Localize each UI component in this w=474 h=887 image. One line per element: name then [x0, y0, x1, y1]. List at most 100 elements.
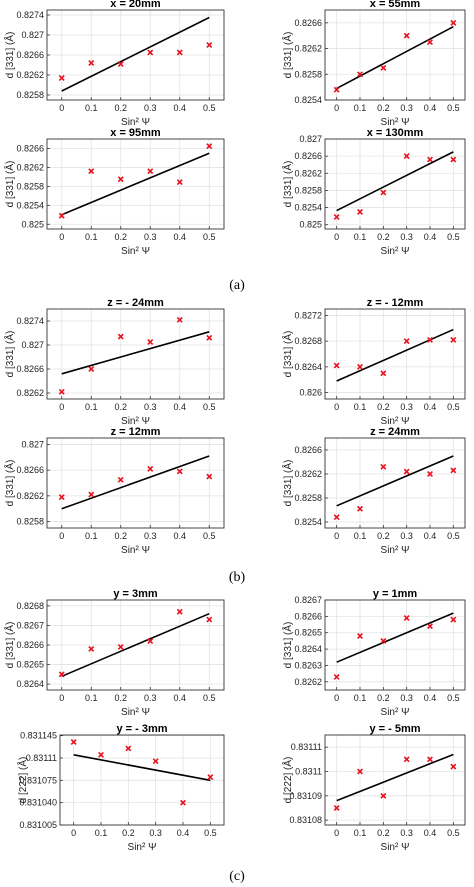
y-tick-label: 0.8274 [16, 316, 44, 326]
plot-title: y = - 5mm [369, 723, 420, 735]
fit-line [61, 331, 210, 375]
axes-frame [324, 138, 466, 230]
y-tick-label: 0.8272 [294, 310, 322, 320]
plot-8: 0 0.1 0.2 0.3 0.4 0.5 0.8254 0.8258 0.8262 0.8266… [281, 426, 466, 556]
x-axis-label: Sin² Ψ [121, 246, 150, 257]
y-tick-label: 0.8274 [16, 10, 44, 20]
plot-3: 0 0.1 0.2 0.3 0.4 0.5 0.825 0.8254 0.8258 0.8262 0… [3, 127, 225, 257]
y-tick-label: 0.8262 [16, 388, 44, 398]
plot-2: 0 0.1 0.2 0.3 0.4 0.5 0.8254 0.8258 0.8262 0.8266… [281, 0, 466, 128]
x-tick-label: 0.4 [173, 531, 186, 541]
x-tick-label: 0.2 [114, 402, 127, 412]
data-point [450, 467, 457, 474]
data-point [58, 388, 65, 395]
y-axis-label: d [331] (Å) [3, 622, 16, 669]
y-tick-label: 0.83109 [289, 791, 322, 801]
x-axis-label: Sin² Ψ [381, 842, 410, 853]
x-tick-label: 0.1 [85, 531, 98, 541]
x-axis-label: Sin² Ψ [381, 117, 410, 128]
plot-title: y = - 3mm [116, 723, 167, 735]
axes-frame [46, 138, 225, 230]
x-axis-label: Sin² Ψ [381, 545, 410, 556]
fit-line [73, 754, 211, 782]
panel-label-c: (c) [229, 869, 245, 884]
y-tick-label: 0.8264 [294, 644, 322, 654]
data-point [117, 643, 124, 650]
data-point [147, 339, 154, 345]
fit-line [61, 612, 210, 678]
axes-frame [324, 437, 466, 529]
x-tick-label: 0.3 [400, 531, 413, 541]
y-tick-label: 0.8262 [16, 491, 44, 501]
plot-1: 0 0.1 0.2 0.3 0.4 0.5 0.8258 0.8262 0.8266 0.827 0… [3, 0, 225, 128]
data-point [427, 156, 433, 163]
plot-area [325, 600, 465, 690]
data-point [180, 799, 186, 806]
x-tick-label: 0.1 [354, 693, 367, 703]
y-tick-label: 0.83111 [26, 753, 57, 763]
fit-line [336, 26, 454, 90]
y-tick-label: 0.8267 [294, 595, 322, 605]
y-axis-label: d [222] (Å) [281, 757, 294, 804]
plot-area [325, 438, 465, 528]
y-tick-label: 0.8258 [294, 185, 322, 195]
data-point [147, 465, 154, 472]
y-tick-label: 0.8265 [16, 660, 44, 670]
data-point [380, 637, 387, 644]
y-tick-label: 0.8254 [294, 517, 322, 527]
fit-line [61, 152, 210, 216]
data-point [88, 491, 95, 498]
fit-line [336, 151, 454, 212]
y-tick-label: 0.825 [299, 220, 322, 230]
x-tick-label: 0.3 [400, 103, 413, 113]
data-point [88, 366, 95, 372]
data-point [58, 75, 65, 81]
x-tick-label: 0 [334, 693, 339, 703]
x-tick-label: 0.4 [173, 402, 186, 412]
data-point [88, 645, 95, 652]
data-point [117, 176, 124, 183]
y-tick-label: 0.8258 [16, 517, 44, 527]
x-tick-label: 0.1 [95, 828, 108, 838]
fit-line [336, 328, 454, 382]
x-tick-label: 0.5 [447, 402, 460, 412]
y-tick-label: 0.8262 [294, 168, 322, 178]
plot-12: 0 0.1 0.2 0.3 0.4 0.5 0.83108 0.83109 0.8311 0.83… [281, 723, 466, 853]
x-tick-label: 0.2 [114, 232, 127, 242]
y-tick-label: 0.8258 [16, 181, 44, 191]
x-tick-label: 0 [334, 402, 339, 412]
y-tick-label: 0.8266 [16, 640, 44, 650]
data-point [403, 153, 410, 160]
x-axis-label: Sin² Ψ [381, 416, 410, 427]
data-point [380, 189, 387, 196]
y-tick-label: 0.8258 [294, 493, 322, 503]
data-point [357, 768, 363, 775]
data-point [147, 638, 154, 645]
y-tick-label: 0.826 [299, 388, 322, 398]
axes-frame [324, 9, 466, 101]
y-tick-label: 0.8268 [16, 601, 44, 611]
x-tick-label: 0.5 [203, 103, 216, 113]
x-tick-label: 0 [59, 693, 64, 703]
plot-area [325, 735, 465, 825]
x-tick-label: 0 [59, 232, 64, 242]
data-point [206, 143, 213, 150]
y-tick-label: 0.8258 [294, 69, 322, 79]
data-point [357, 505, 363, 512]
y-axis-label: d [331] (Å) [281, 460, 294, 507]
x-axis-label: Sin² Ψ [128, 842, 157, 853]
data-point [152, 758, 159, 765]
data-point [403, 338, 410, 345]
plots-layer: 0 0.1 0.2 0.3 0.4 0.50.82580.82620.82660.8270… [3, 0, 466, 853]
data-point [333, 514, 340, 521]
panel-label-b: (b) [229, 570, 246, 585]
fit-line [61, 16, 210, 92]
y-tick-label: 0.8266 [16, 50, 44, 60]
plot-title: z = 24mm [370, 426, 420, 438]
x-tick-label: 0.3 [400, 402, 413, 412]
x-tick-label: 0.2 [377, 531, 390, 541]
y-tick-label: 0.8254 [16, 200, 44, 210]
x-tick-label: 0.2 [122, 828, 135, 838]
plot-title: y = 1mm [373, 588, 418, 600]
